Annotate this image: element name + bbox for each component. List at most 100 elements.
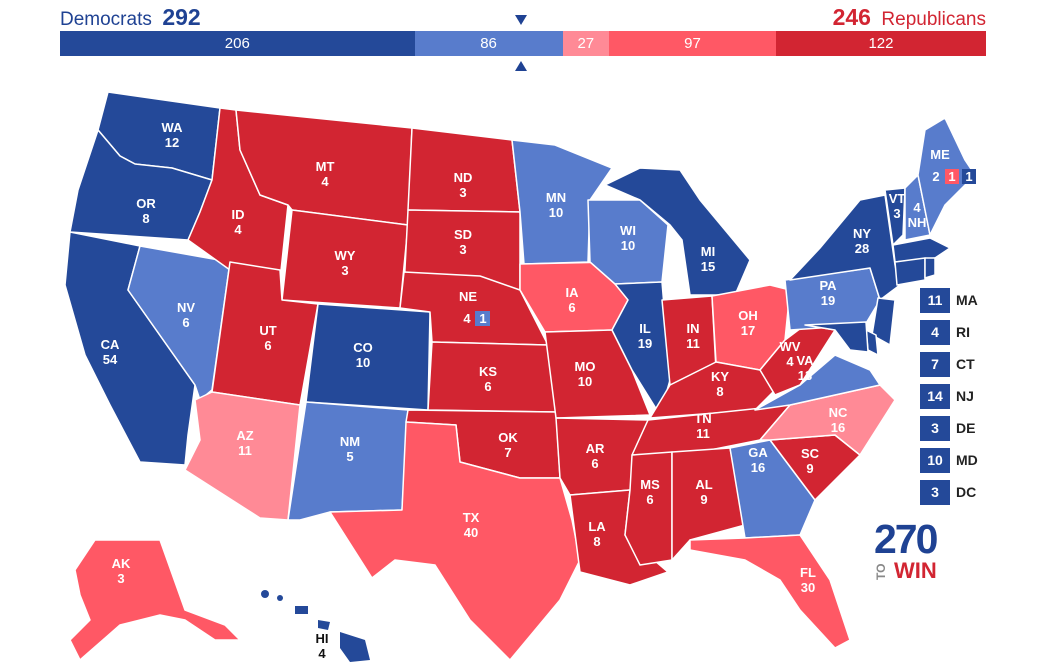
label-MN-ev: 10: [549, 205, 563, 220]
state-HI[interactable]: [261, 590, 370, 662]
label-WI-ev: 10: [621, 238, 635, 253]
small-state-abbr: MA: [956, 292, 978, 308]
label-SC-abbr: SC: [801, 446, 820, 461]
state-AL[interactable]: [671, 447, 746, 561]
label-LA-ev: 8: [593, 534, 600, 549]
label-HI-ev: 4: [318, 646, 326, 661]
label-ID-abbr: ID: [232, 207, 245, 222]
270towin-logo[interactable]: 270 TO WIN: [874, 518, 944, 582]
small-state-ev-box: 7: [920, 352, 950, 377]
label-NV-abbr: NV: [177, 300, 195, 315]
logo-win: WIN: [894, 558, 937, 583]
state-MO[interactable]: [544, 329, 651, 419]
state-NJ[interactable]: [871, 297, 896, 346]
label-NV-ev: 6: [182, 315, 189, 330]
label-FL-abbr: FL: [800, 565, 816, 580]
logo-to: TO: [874, 563, 888, 580]
state-FL[interactable]: [689, 534, 851, 649]
label-OR-ev: 8: [142, 211, 149, 226]
label-TX-ev: 40: [464, 525, 478, 540]
label-IN-ev: 11: [686, 336, 700, 351]
label-VA-abbr: VA: [796, 353, 814, 368]
state-TX[interactable]: [329, 421, 581, 661]
state-VT[interactable]: [884, 187, 906, 246]
label-IA-abbr: IA: [566, 285, 580, 300]
small-state-abbr: DC: [956, 484, 977, 500]
label-IL-ev: 19: [638, 336, 652, 351]
label-IL-abbr: IL: [639, 321, 651, 336]
label-OH-ev: 17: [741, 323, 755, 338]
label-ME-district-dem: 1: [965, 169, 972, 184]
small-state-abbr: CT: [956, 356, 975, 372]
label-NM-abbr: NM: [340, 434, 360, 449]
label-NM-ev: 5: [346, 449, 353, 464]
label-MT-abbr: MT: [316, 159, 335, 174]
label-AZ-ev: 11: [238, 443, 252, 458]
label-SD-ev: 3: [459, 242, 466, 257]
label-NE-abbr: NE: [459, 289, 477, 304]
label-MT-ev: 4: [321, 174, 329, 189]
label-CA-ev: 54: [103, 352, 118, 367]
label-AL-ev: 9: [700, 492, 707, 507]
label-WA-ev: 12: [165, 135, 179, 150]
label-NY-abbr: NY: [853, 226, 871, 241]
label-GA-ev: 16: [751, 460, 765, 475]
label-LA-abbr: LA: [588, 519, 606, 534]
small-state-abbr: NJ: [956, 388, 974, 404]
label-OH-abbr: OH: [738, 308, 758, 323]
republicans-header: 246 Republicans: [833, 4, 986, 31]
small-state-ev-box: 3: [920, 480, 950, 505]
label-AK-abbr: AK: [112, 556, 131, 571]
state-MS[interactable]: [624, 451, 673, 566]
bar-segment: 97: [609, 31, 776, 56]
label-VT-abbr: VT: [889, 191, 906, 206]
bar-segment: 27: [562, 31, 610, 56]
label-CO-abbr: CO: [353, 340, 373, 355]
me-district-dem-box: [962, 169, 976, 184]
label-MN-abbr: MN: [546, 190, 566, 205]
label-NH-abbr: NH: [908, 215, 927, 230]
label-GA-abbr: GA: [748, 445, 768, 460]
label-MI-abbr: MI: [701, 244, 715, 259]
label-UT-abbr: UT: [259, 323, 276, 338]
label-WV-abbr: WV: [780, 339, 801, 354]
label-ME-ev: 2: [932, 169, 939, 184]
label-PA-abbr: PA: [819, 278, 837, 293]
label-OK-abbr: OK: [498, 430, 518, 445]
label-KY-abbr: KY: [711, 369, 729, 384]
label-ID-ev: 4: [234, 222, 242, 237]
small-state-abbr: DE: [956, 420, 976, 436]
democrats-label: Democrats: [60, 9, 152, 30]
state-GA[interactable]: [729, 439, 816, 539]
democrats-header: Democrats 292: [60, 4, 201, 31]
label-TN-abbr: TN: [694, 411, 711, 426]
state-AK[interactable]: [69, 539, 241, 661]
state-IL[interactable]: [611, 281, 671, 416]
label-WY-ev: 3: [341, 263, 348, 278]
label-AR-abbr: AR: [586, 441, 605, 456]
label-OR-abbr: OR: [136, 196, 156, 211]
label-MO-ev: 10: [578, 374, 592, 389]
democrats-total: 292: [162, 4, 201, 30]
label-FL-ev: 30: [801, 580, 815, 595]
label-UT-ev: 6: [264, 338, 271, 353]
logo-number: 270: [874, 516, 938, 562]
state-MD[interactable]: [804, 321, 869, 353]
small-state-ev-box: 14: [920, 384, 950, 409]
state-MA[interactable]: [892, 237, 951, 263]
label-OK-ev: 7: [504, 445, 511, 460]
majority-marker-top-icon: [515, 15, 527, 25]
state-RI[interactable]: [924, 257, 936, 279]
label-AZ-abbr: AZ: [236, 428, 253, 443]
republicans-total: 246: [832, 4, 871, 30]
label-IN-abbr: IN: [687, 321, 700, 336]
electoral-vote-bar: 206 86 27 97 122: [60, 31, 986, 56]
small-state-ev-box: 3: [920, 416, 950, 441]
label-NE-ev: 4: [463, 311, 471, 326]
state-CT[interactable]: [894, 257, 926, 286]
state-AZ[interactable]: [184, 391, 301, 521]
label-TN-ev: 11: [696, 426, 710, 441]
label-MS-abbr: MS: [640, 477, 660, 492]
label-KS-ev: 6: [484, 379, 491, 394]
label-MS-ev: 6: [646, 492, 653, 507]
